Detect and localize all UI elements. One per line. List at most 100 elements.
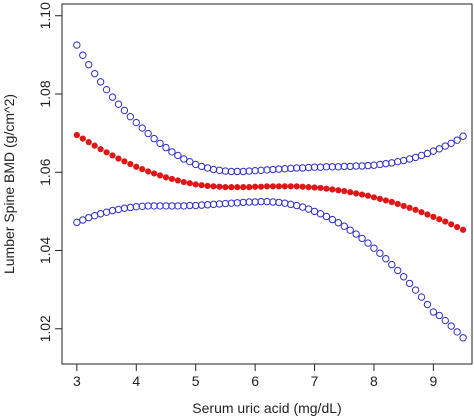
point-estimate	[234, 184, 241, 191]
point-upper	[257, 166, 265, 175]
point-estimate	[127, 160, 134, 168]
point-estimate	[91, 142, 98, 149]
point-estimate	[252, 183, 259, 190]
y-tick-label: 1.06	[37, 158, 53, 185]
point-estimate	[436, 216, 443, 223]
point-lower	[447, 322, 455, 330]
point-upper	[316, 163, 325, 171]
point-lower	[73, 218, 81, 227]
point-upper	[352, 162, 360, 170]
point-lower	[102, 208, 111, 216]
point-estimate	[151, 170, 158, 177]
point-upper	[73, 41, 81, 49]
point-upper	[328, 163, 337, 171]
y-tick-label: 1.10	[37, 2, 53, 29]
point-estimate	[448, 221, 455, 228]
point-estimate	[341, 187, 348, 195]
point-upper	[364, 161, 372, 170]
point-lower	[316, 210, 325, 218]
point-upper	[203, 164, 212, 172]
point-upper	[263, 166, 271, 174]
point-upper	[376, 160, 384, 169]
series-upper	[73, 41, 467, 176]
point-upper	[150, 134, 158, 143]
point-lower	[150, 202, 158, 210]
point-upper	[79, 51, 87, 59]
point-lower	[191, 201, 200, 210]
point-estimate	[311, 184, 318, 191]
point-lower	[257, 197, 265, 206]
point-lower	[340, 222, 348, 230]
point-estimate	[263, 183, 271, 190]
point-lower	[168, 202, 176, 210]
point-estimate	[394, 200, 401, 208]
point-estimate	[186, 180, 193, 187]
point-upper	[399, 156, 408, 165]
x-axis-label: Serum uric acid (mg/dL)	[192, 400, 341, 416]
point-upper	[96, 78, 105, 86]
point-lower	[96, 210, 105, 218]
point-upper	[85, 60, 93, 69]
point-estimate	[459, 226, 467, 233]
x-tick-label: 4	[132, 373, 140, 389]
point-estimate	[133, 163, 140, 170]
point-estimate	[73, 131, 80, 139]
y-tick-label: 1.08	[37, 80, 53, 107]
y-tick-label: 1.04	[37, 237, 53, 264]
point-estimate	[358, 191, 366, 198]
point-lower	[417, 293, 426, 301]
point-upper	[322, 163, 331, 171]
point-estimate	[376, 195, 383, 202]
point-estimate	[216, 183, 223, 190]
point-upper	[453, 136, 461, 144]
point-upper	[209, 165, 218, 174]
point-lower	[310, 207, 319, 216]
point-lower	[221, 199, 230, 208]
point-lower	[364, 239, 372, 247]
point-estimate	[103, 149, 110, 156]
point-upper	[435, 145, 444, 153]
point-upper	[293, 164, 301, 172]
point-estimate	[454, 223, 461, 231]
point-upper	[441, 142, 449, 150]
point-estimate	[406, 204, 413, 211]
point-upper	[191, 160, 200, 169]
point-upper	[394, 157, 402, 166]
point-estimate	[364, 192, 372, 199]
point-lower	[263, 197, 271, 206]
point-upper	[114, 100, 123, 108]
point-lower	[245, 198, 253, 206]
point-estimate	[145, 168, 152, 175]
point-lower	[358, 234, 366, 243]
point-lower	[203, 201, 212, 209]
point-estimate	[269, 183, 277, 190]
point-estimate	[210, 183, 217, 190]
point-lower	[405, 279, 414, 288]
point-estimate	[442, 218, 449, 225]
point-estimate	[370, 194, 378, 201]
point-lower	[138, 202, 146, 211]
point-lower	[126, 203, 135, 212]
point-lower	[239, 198, 247, 207]
point-estimate	[335, 187, 342, 194]
point-upper	[423, 149, 432, 158]
point-upper	[429, 147, 438, 155]
point-lower	[287, 200, 295, 209]
point-upper	[417, 151, 426, 160]
point-lower	[304, 205, 313, 213]
point-upper	[447, 139, 455, 148]
point-estimate	[139, 166, 146, 173]
y-tick-label: 1.02	[37, 315, 53, 342]
point-estimate	[388, 198, 395, 206]
point-estimate	[323, 185, 330, 192]
point-lower	[346, 226, 354, 234]
point-lower	[298, 203, 307, 211]
point-estimate	[329, 186, 336, 193]
point-lower	[352, 230, 360, 238]
point-upper	[251, 166, 259, 175]
point-estimate	[424, 211, 431, 218]
point-lower	[453, 328, 461, 336]
point-lower	[370, 244, 378, 252]
point-upper	[304, 163, 313, 172]
